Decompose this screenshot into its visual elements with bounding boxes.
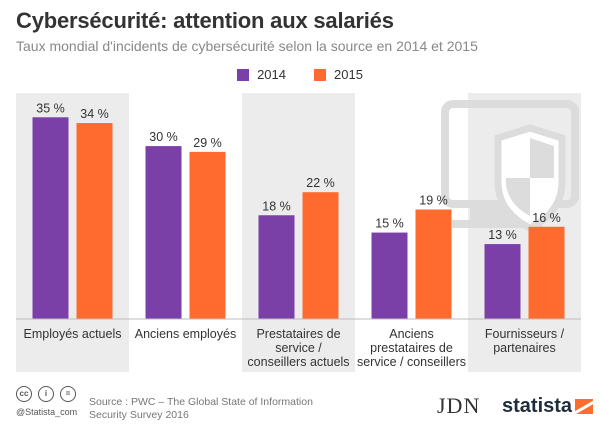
bar-value-label: 35 % <box>36 101 65 115</box>
category-label: Anciens <box>389 327 433 341</box>
category-label: Anciens employés <box>135 327 236 341</box>
legend: 2014 2015 <box>0 67 600 82</box>
bar-2015 <box>528 226 565 319</box>
category-label: partenaires <box>493 341 556 355</box>
category-label: service / <box>275 341 322 355</box>
legend-swatch-2015 <box>314 68 326 81</box>
monitor-shield-icon <box>441 100 579 232</box>
bar-2014 <box>32 117 69 319</box>
bar-2015 <box>415 209 452 319</box>
category-label: Prestataires de <box>256 327 340 341</box>
chart-subtitle: Taux mondial d'incidents de cybersécurit… <box>16 38 478 54</box>
source-line-1: Source : PWC – The Global State of Infor… <box>89 396 313 408</box>
bar-value-label: 13 % <box>488 228 517 242</box>
attribution-icon: i <box>38 386 54 402</box>
legend-item-2015: 2015 <box>314 67 363 82</box>
license-icons: cc i = <box>16 386 76 402</box>
legend-swatch-2014 <box>237 68 250 81</box>
statista-handle: @Statista_com <box>16 407 78 417</box>
bar-2014 <box>258 215 295 319</box>
category-label: Fournisseurs / <box>485 327 565 341</box>
bar-value-label: 29 % <box>193 136 222 150</box>
bar-value-label: 19 % <box>419 194 448 208</box>
category-label: prestataires de <box>370 341 453 355</box>
legend-label-2014: 2014 <box>257 67 286 82</box>
bar-value-label: 18 % <box>262 199 291 213</box>
bar-2014 <box>484 244 521 319</box>
bar-2015 <box>189 151 226 319</box>
bar-value-label: 22 % <box>306 176 335 190</box>
category-label: Employés actuels <box>24 327 122 341</box>
bar-value-label: 16 % <box>532 211 561 225</box>
category-label: conseillers actuels <box>247 355 349 369</box>
bar-value-label: 34 % <box>80 107 109 121</box>
statista-logo: statista <box>502 395 594 418</box>
bar-2015 <box>76 123 113 319</box>
no-derivatives-icon: = <box>60 386 76 402</box>
legend-item-2014: 2014 <box>237 67 286 82</box>
creative-commons-icon: cc <box>16 386 32 402</box>
source-note: Source : PWC – The Global State of Infor… <box>89 396 329 422</box>
statista-logo-text: statista <box>502 395 573 417</box>
source-line-2: Security Survey 2016 <box>89 409 189 421</box>
bar-2014 <box>371 232 408 319</box>
bar-2015 <box>302 192 339 319</box>
category-label: service / conseillers <box>357 355 466 369</box>
bar-2014 <box>145 146 182 319</box>
bar-value-label: 15 % <box>375 217 404 231</box>
chart-title: Cybersécurité: attention aux salariés <box>16 8 394 33</box>
statista-mark-icon <box>575 399 594 414</box>
jdn-logo: JDN <box>437 393 481 418</box>
bar-value-label: 30 % <box>149 130 178 144</box>
legend-label-2015: 2015 <box>334 67 363 82</box>
